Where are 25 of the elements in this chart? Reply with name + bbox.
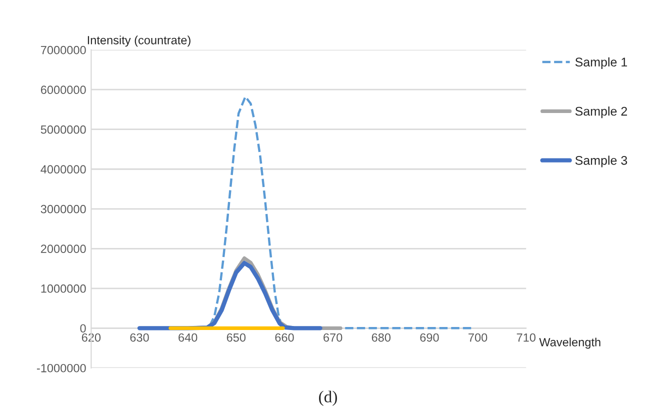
y-tick-label: 0 — [80, 324, 86, 333]
y-axis-title: Intensity (countrate) — [88, 36, 190, 47]
x-tick-label: 710 — [516, 333, 536, 342]
legend-label: Sample 1 — [575, 57, 628, 70]
y-tick-label: 4000000 — [40, 165, 86, 174]
x-tick-label: 620 — [82, 333, 101, 342]
x-tick-label: 670 — [324, 333, 342, 342]
y-tick-label: 1000000 — [41, 284, 86, 293]
x-tick-label: 630 — [130, 333, 149, 342]
legend-label: Sample 3 — [575, 156, 628, 168]
y-tick-label: -1000000 — [36, 364, 86, 372]
legend-label: Sample 2 — [575, 106, 627, 118]
x-tick-label: 640 — [178, 333, 198, 342]
y-tick-label: 6000000 — [40, 86, 86, 94]
y-tick-label: 7000000 — [40, 46, 86, 54]
y-tick-label: 5000000 — [40, 125, 86, 134]
x-tick-label: 680 — [372, 333, 391, 342]
text: (d) — [319, 390, 337, 406]
x-axis-title: Wavelength — [539, 338, 600, 349]
x-tick-label: 650 — [226, 333, 246, 342]
x-tick-label: 690 — [420, 333, 439, 342]
x-tick-label: 660 — [275, 333, 294, 342]
y-tick-label: 2000000 — [40, 244, 86, 254]
y-tick-label: 3000000 — [40, 204, 86, 214]
x-tick-label: 700 — [468, 333, 488, 342]
